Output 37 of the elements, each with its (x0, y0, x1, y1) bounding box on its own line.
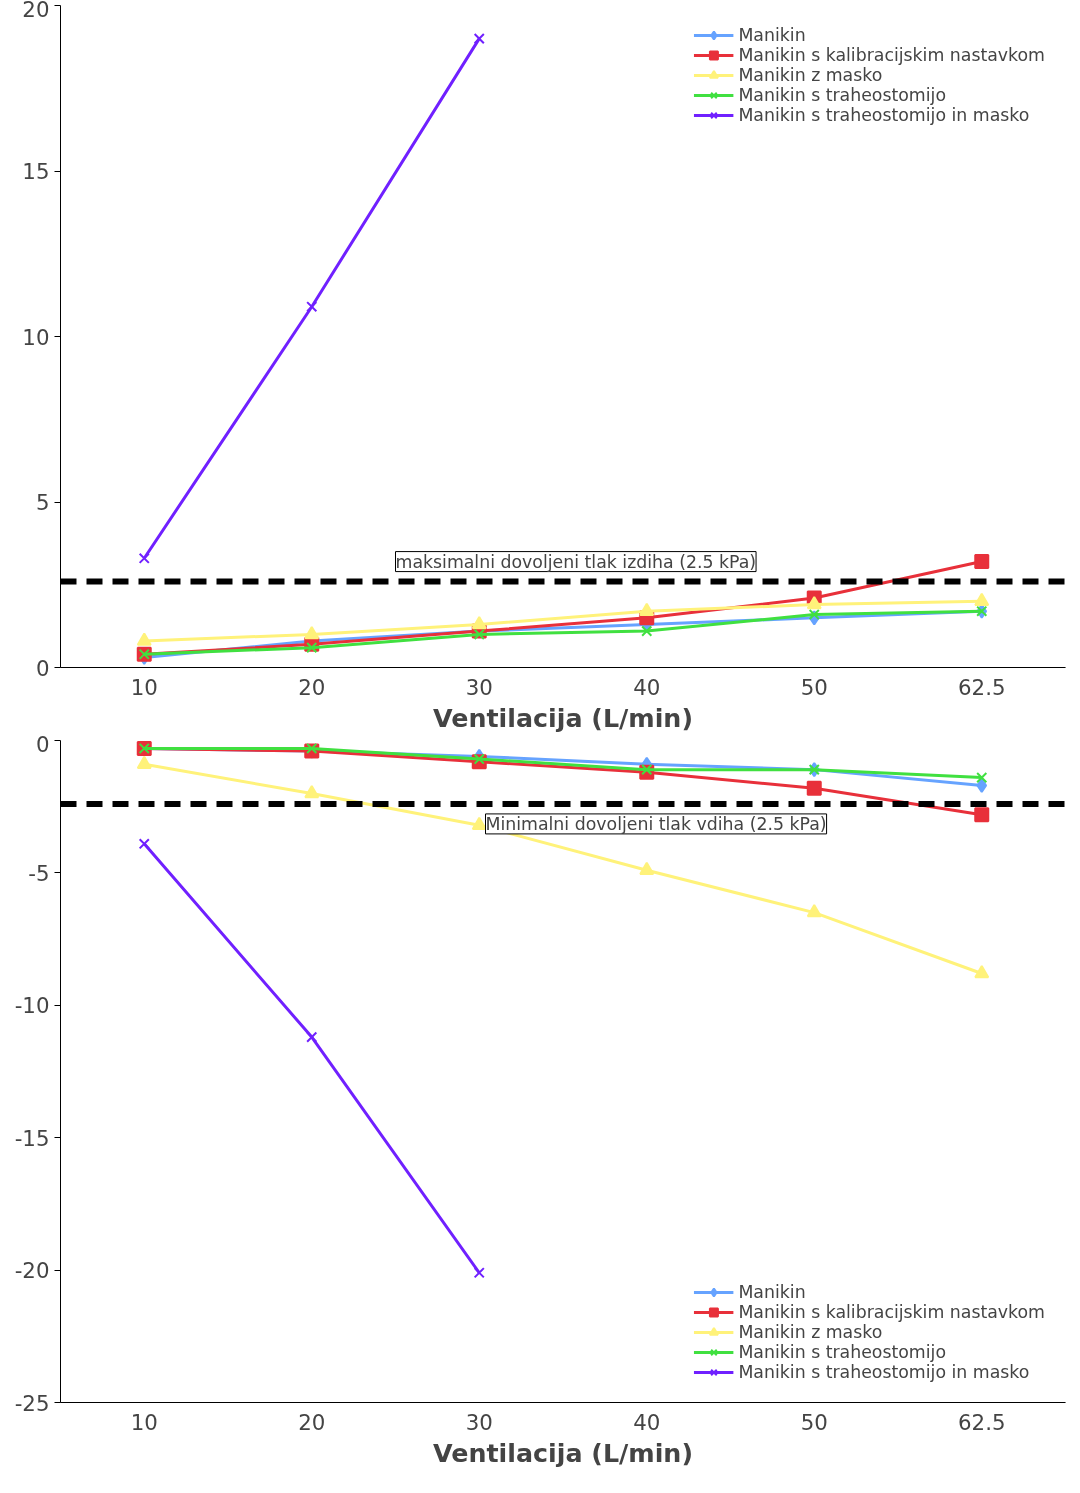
y-tick-label: 0 (35, 655, 50, 681)
y-tick-label: -20 (14, 1258, 50, 1284)
legend-label: Manikin s kalibracijskim nastavkom (738, 1302, 1045, 1322)
y-tick-label: -15 (14, 1125, 50, 1151)
y-tick-label: -5 (28, 860, 50, 886)
x-tick-label: 62.5 (958, 674, 1006, 700)
y-tick-label: 10 (22, 324, 50, 350)
y-tick-label: 20 (22, 0, 50, 22)
y-tick-label: -10 (14, 993, 50, 1019)
y-tick-label: 0 (35, 731, 50, 757)
x-tick-label: 20 (298, 674, 326, 700)
legend-label: Manikin s traheostomijo in masko (738, 1362, 1030, 1382)
ref-line-label: maksimalni dovoljeni tlak izdiha (2.5 kPa) (395, 551, 757, 572)
x-tick-label: 50 (800, 674, 828, 700)
legend-label: Manikin (738, 25, 806, 45)
legend-label: Manikin (738, 1282, 806, 1302)
legend-label: Manikin z masko (738, 65, 883, 85)
x-tick-label: 40 (633, 1409, 661, 1435)
x-axis-title: Ventilacija (L/min) (433, 702, 693, 733)
legend-label: Manikin z masko (738, 1322, 883, 1342)
x-tick-label: 30 (465, 674, 493, 700)
x-tick-label: 62.5 (958, 1409, 1006, 1435)
ref-line-label: Minimalni dovoljeni tlak vdiha (2.5 kPa) (485, 813, 827, 834)
legend-label: Manikin s traheostomijo (738, 1342, 946, 1362)
x-tick-label: 50 (800, 1409, 828, 1435)
legend-label: Manikin s traheostomijo in masko (738, 105, 1030, 125)
legend-label: Manikin s traheostomijo (738, 85, 946, 105)
x-tick-label: 40 (633, 674, 661, 700)
x-tick-label: 10 (130, 1409, 158, 1435)
x-tick-label: 30 (465, 1409, 493, 1435)
legend-label: Manikin s kalibracijskim nastavkom (738, 45, 1045, 65)
y-tick-label: -25 (14, 1390, 50, 1416)
x-axis-title: Ventilacija (L/min) (433, 1437, 693, 1468)
x-tick-label: 20 (298, 1409, 326, 1435)
x-tick-label: 10 (130, 674, 158, 700)
y-tick-label: 15 (22, 159, 50, 184)
y-tick-label: 5 (35, 490, 50, 515)
